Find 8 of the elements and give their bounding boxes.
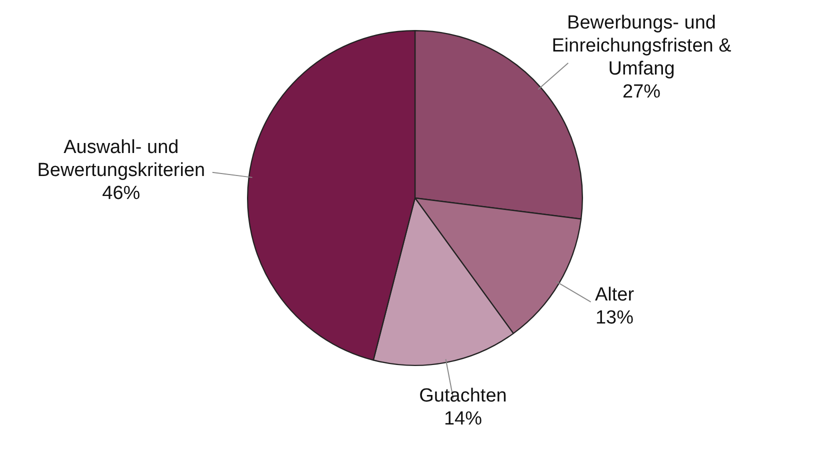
slice-label: Auswahl- und Bewertungskriterien — [37, 136, 206, 181]
slice-label: Bewerbungs- und Einreichungsfristen & Umfang — [552, 12, 732, 80]
data-label: 46% — [102, 182, 140, 204]
slice-label: Alter — [594, 284, 635, 306]
data-label: 14% — [444, 408, 482, 430]
data-label: 13% — [595, 307, 634, 328]
slice-label: Gutachten — [419, 385, 507, 406]
data-label: 27% — [622, 82, 661, 103]
